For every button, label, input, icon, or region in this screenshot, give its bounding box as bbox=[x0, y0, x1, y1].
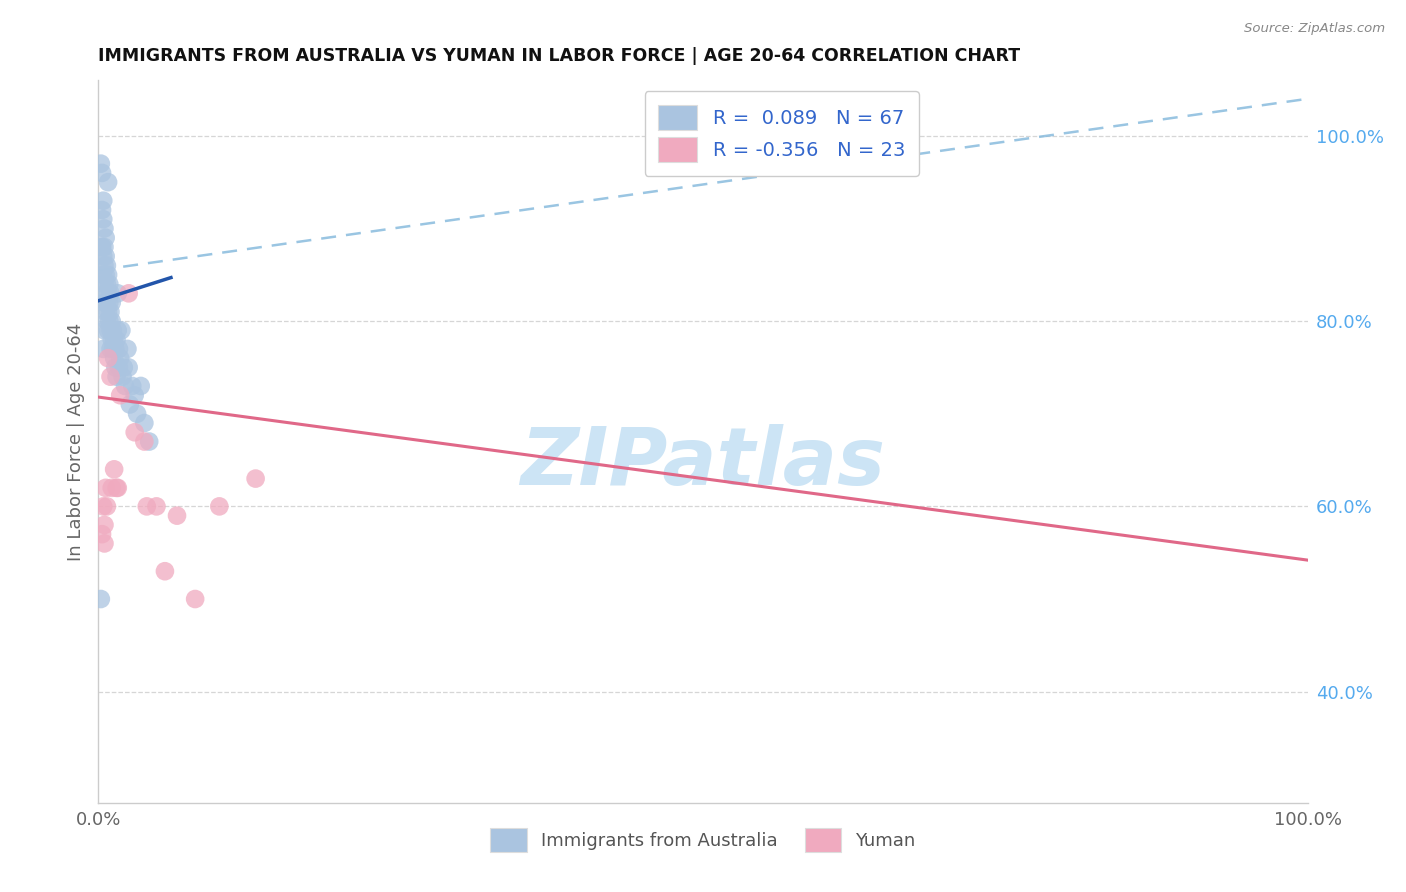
Point bbox=[124, 388, 146, 402]
Point bbox=[94, 481, 117, 495]
Point bbox=[94, 305, 117, 319]
Point bbox=[97, 286, 120, 301]
Point bbox=[107, 481, 129, 495]
Point bbox=[118, 397, 141, 411]
Point bbox=[114, 379, 136, 393]
Point bbox=[104, 360, 127, 375]
Point bbox=[134, 416, 156, 430]
Point bbox=[118, 360, 141, 375]
Point bbox=[135, 500, 157, 514]
Point bbox=[91, 268, 114, 282]
Point bbox=[101, 342, 124, 356]
Point bbox=[124, 425, 146, 440]
Legend: Immigrants from Australia, Yuman: Immigrants from Australia, Yuman bbox=[484, 822, 922, 859]
Point bbox=[97, 175, 120, 189]
Point bbox=[90, 156, 112, 170]
Y-axis label: In Labor Force | Age 20-64: In Labor Force | Age 20-64 bbox=[66, 322, 84, 561]
Point bbox=[96, 500, 118, 514]
Point bbox=[98, 277, 121, 291]
Point bbox=[91, 527, 114, 541]
Point bbox=[245, 472, 267, 486]
Point bbox=[94, 268, 117, 282]
Point bbox=[96, 314, 118, 328]
Point bbox=[100, 333, 122, 347]
Point bbox=[97, 305, 120, 319]
Point bbox=[108, 388, 131, 402]
Point bbox=[100, 286, 122, 301]
Point bbox=[98, 314, 121, 328]
Point bbox=[93, 259, 115, 273]
Point bbox=[107, 286, 129, 301]
Point bbox=[91, 240, 114, 254]
Point bbox=[93, 517, 115, 532]
Point bbox=[91, 212, 114, 227]
Point bbox=[94, 231, 117, 245]
Point bbox=[121, 379, 143, 393]
Point bbox=[93, 536, 115, 550]
Point bbox=[97, 323, 120, 337]
Point bbox=[97, 268, 120, 282]
Point bbox=[100, 481, 122, 495]
Point bbox=[91, 240, 114, 254]
Point bbox=[94, 286, 117, 301]
Text: ZIPatlas: ZIPatlas bbox=[520, 425, 886, 502]
Point bbox=[100, 323, 122, 337]
Point bbox=[166, 508, 188, 523]
Point bbox=[93, 240, 115, 254]
Point bbox=[93, 295, 115, 310]
Point bbox=[100, 314, 122, 328]
Point bbox=[91, 500, 114, 514]
Point bbox=[94, 249, 117, 263]
Point bbox=[112, 360, 135, 375]
Point bbox=[100, 342, 122, 356]
Point bbox=[108, 351, 131, 366]
Point bbox=[105, 369, 128, 384]
Point bbox=[96, 259, 118, 273]
Point bbox=[118, 286, 141, 301]
Point bbox=[127, 407, 149, 421]
Point bbox=[107, 323, 129, 337]
Point bbox=[93, 323, 115, 337]
Text: IMMIGRANTS FROM AUSTRALIA VS YUMAN IN LABOR FORCE | AGE 20-64 CORRELATION CHART: IMMIGRANTS FROM AUSTRALIA VS YUMAN IN LA… bbox=[98, 47, 1021, 65]
Point bbox=[93, 221, 115, 235]
Text: Source: ZipAtlas.com: Source: ZipAtlas.com bbox=[1244, 22, 1385, 36]
Point bbox=[110, 323, 132, 337]
Point bbox=[100, 305, 122, 319]
Point bbox=[117, 342, 139, 356]
Point bbox=[97, 351, 120, 366]
Point bbox=[138, 434, 160, 449]
Point bbox=[91, 166, 114, 180]
Point bbox=[93, 277, 115, 291]
Point bbox=[129, 379, 152, 393]
Point bbox=[108, 342, 131, 356]
Point bbox=[96, 295, 118, 310]
Point bbox=[108, 360, 131, 375]
Point bbox=[145, 500, 167, 514]
Point bbox=[91, 202, 114, 217]
Point bbox=[101, 323, 124, 337]
Point bbox=[91, 194, 114, 208]
Point bbox=[103, 333, 125, 347]
Point bbox=[91, 249, 114, 263]
Point bbox=[104, 342, 127, 356]
Point bbox=[184, 592, 207, 607]
Point bbox=[91, 342, 114, 356]
Point bbox=[96, 277, 118, 291]
Point bbox=[103, 462, 125, 476]
Point bbox=[103, 351, 125, 366]
Point bbox=[98, 295, 121, 310]
Point bbox=[100, 295, 122, 310]
Point bbox=[134, 434, 156, 449]
Point bbox=[105, 481, 128, 495]
Point bbox=[111, 369, 134, 384]
Point bbox=[153, 564, 176, 578]
Point bbox=[100, 369, 122, 384]
Point bbox=[90, 592, 112, 607]
Point bbox=[105, 333, 128, 347]
Point bbox=[208, 500, 231, 514]
